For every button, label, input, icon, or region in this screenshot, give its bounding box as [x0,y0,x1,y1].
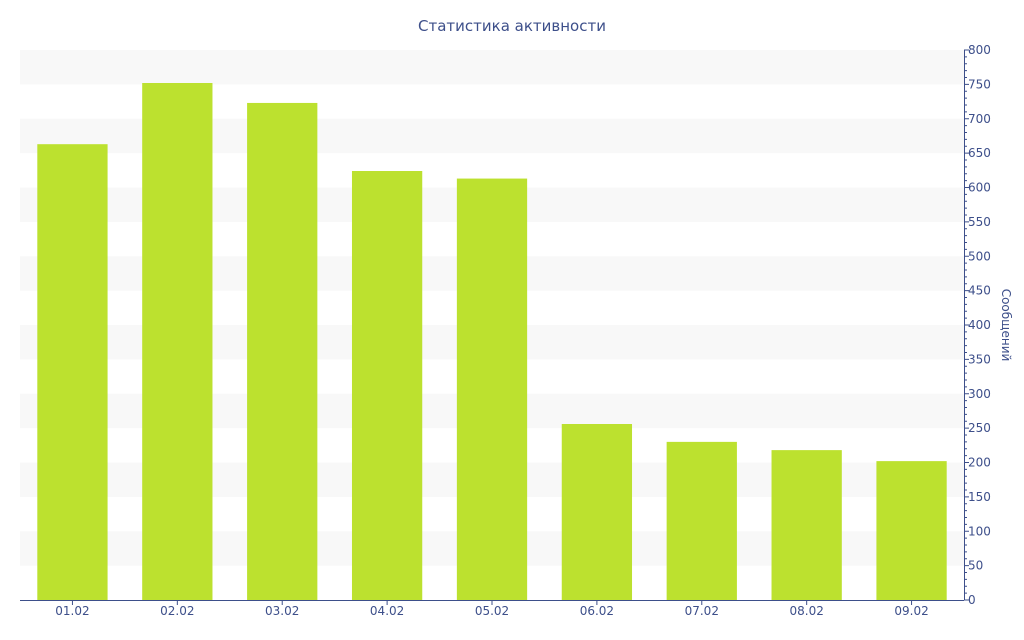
y-axis-title: Сообщений [999,289,1013,362]
y-tick-label: 200 [968,456,991,470]
x-tick-label: 05.02 [475,604,509,618]
y-tick-label: 650 [968,146,991,160]
y-axis-ticks: 0 50 100 150 200 250 300 350 400 450 500 550 600 650 7… [964,43,991,607]
x-axis-ticks: 01.02 02.02 03.02 04.02 05.02 06.02 07.02 08.02… [55,600,929,618]
y-tick-label: 800 [968,43,991,57]
x-tick-label: 04.02 [370,604,404,618]
x-tick-label: 08.02 [789,604,823,618]
y-tick-label: 350 [968,352,991,366]
y-tick-label: 100 [968,524,991,538]
chart-title: Статистика активности [418,17,606,35]
y-tick-label: 0 [968,593,976,607]
x-tick-label: 09.02 [894,604,928,618]
x-tick-label: 07.02 [685,604,719,618]
y-tick-label: 250 [968,421,991,435]
bar-03.02 [247,102,318,600]
grid-band [20,50,964,85]
y-tick-label: 50 [968,559,983,573]
x-tick-label: 03.02 [265,604,299,618]
x-tick-label: 02.02 [160,604,194,618]
bar-02.02 [142,83,213,600]
bar-01.02 [37,144,108,600]
bar-08.02 [771,450,842,600]
bar-06.02 [561,424,633,600]
x-tick-label: 06.02 [580,604,614,618]
y-tick-label: 150 [968,490,991,504]
bar-07.02 [666,441,737,600]
y-tick-label: 700 [968,112,991,126]
y-tick-label: 450 [968,284,991,298]
bar-series [37,83,947,600]
bar-09.02 [876,461,947,600]
bar-05.02 [456,178,528,600]
bar-04.02 [351,171,423,600]
y-tick-label: 550 [968,215,991,229]
y-tick-label: 750 [968,77,991,91]
x-tick-label: 01.02 [55,604,89,618]
y-tick-label: 600 [968,181,991,195]
y-tick-label: 300 [968,387,991,401]
y-tick-label: 500 [968,249,991,263]
y-tick-label: 400 [968,318,991,332]
